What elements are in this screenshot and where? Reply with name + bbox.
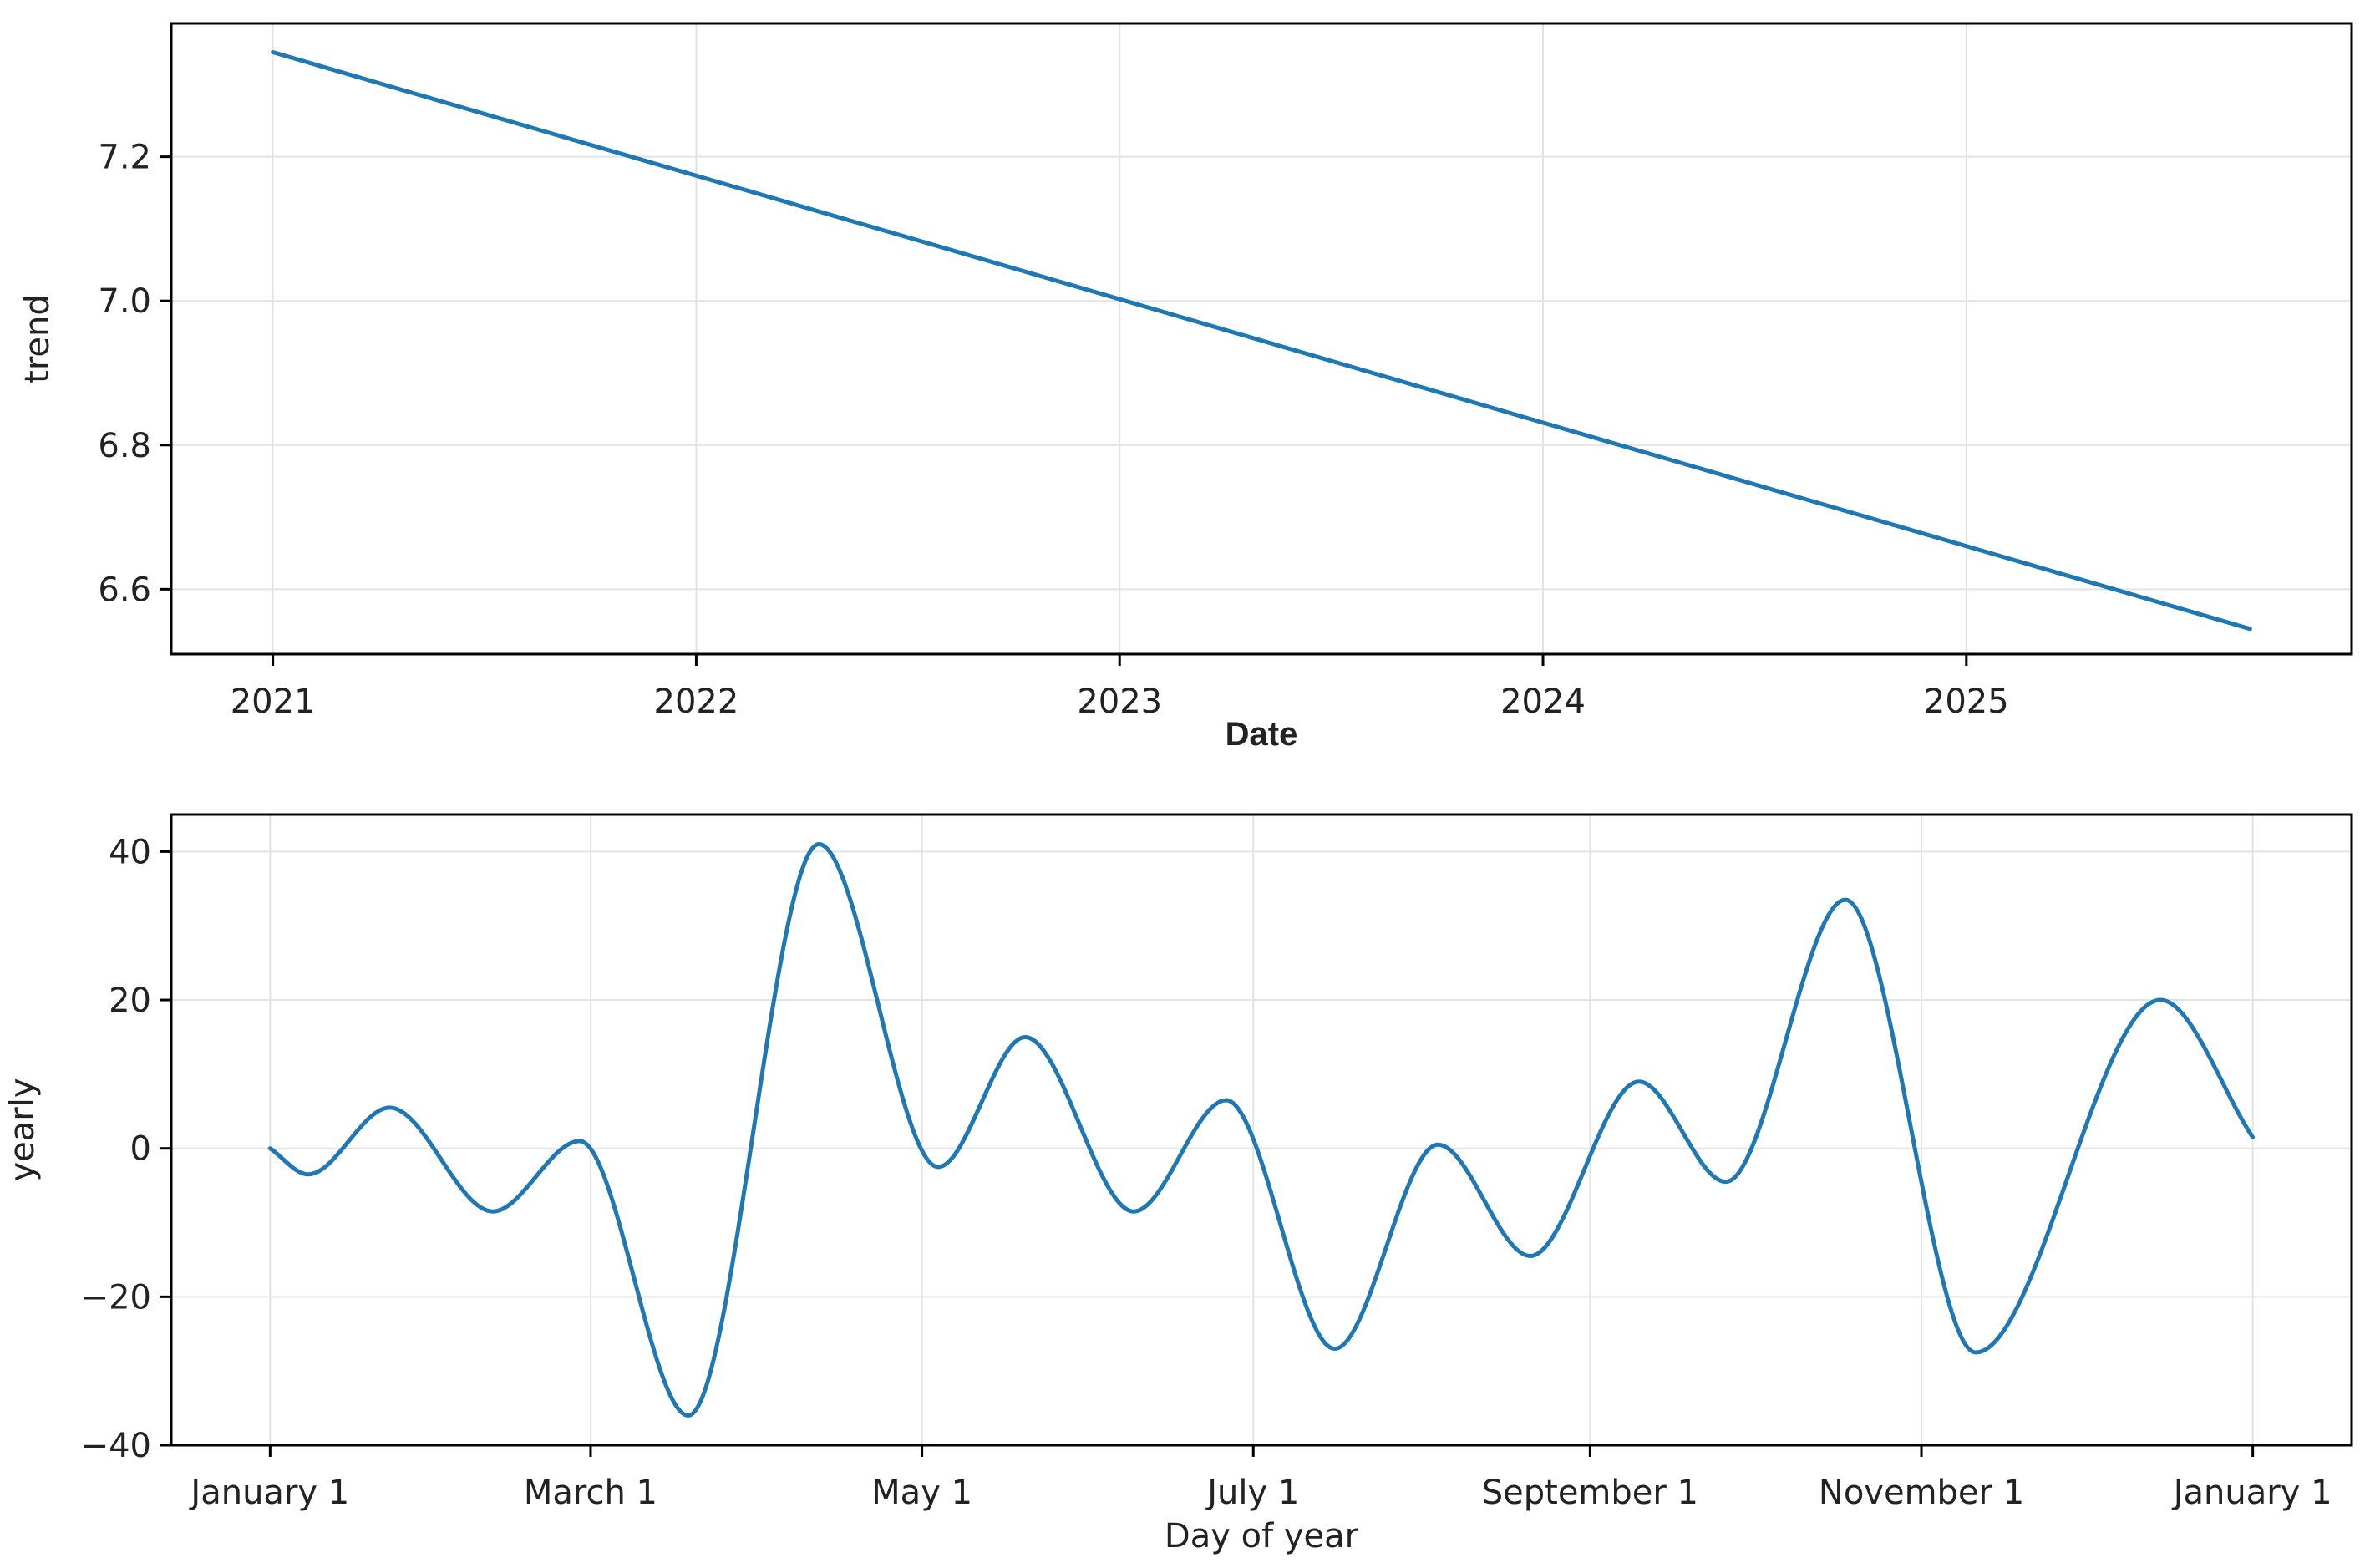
trend-series-group [271, 50, 2252, 632]
yearly-series-line [267, 842, 2256, 1418]
yearly-x-tick-label: January 1 [2171, 1474, 2332, 1512]
yearly-x-tick-label: November 1 [1819, 1474, 2024, 1512]
yearly-y-axis-label: yearly [3, 1078, 42, 1181]
yearly-x-tick-label: March 1 [524, 1474, 657, 1512]
yearly-plot-frame [170, 813, 2353, 1447]
yearly-y-tick-label: −20 [81, 1278, 151, 1317]
yearly-ticks: January 1 March 1 May 1 July 1 September 1 No… [81, 833, 2332, 1512]
trend-y-tick-label: 6.6 [98, 571, 151, 609]
trend-ticks: 2021 2022 2023 2024 2025 6.6 6.8 7.0 7.2 [98, 139, 2008, 721]
trend-x-tick-label: 2021 [231, 683, 316, 721]
trend-x-tick-label: 2025 [1924, 683, 2009, 721]
yearly-series-group [267, 842, 2256, 1418]
yearly-panel: January 1 March 1 May 1 July 1 September 1 No… [3, 813, 2353, 1555]
trend-x-tick-label: 2024 [1500, 683, 1586, 721]
yearly-grid [171, 814, 2352, 1446]
yearly-y-tick-label: 0 [130, 1130, 151, 1169]
trend-grid [171, 23, 2352, 654]
trend-y-axis-label: trend [18, 294, 57, 383]
trend-plot-frame [170, 22, 2353, 656]
yearly-y-tick-label: −40 [81, 1427, 151, 1465]
trend-y-tick-label: 7.0 [98, 282, 151, 321]
yearly-x-tick-label: January 1 [188, 1474, 349, 1512]
yearly-y-tick-label: 40 [109, 833, 151, 871]
yearly-y-tick-label: 20 [109, 982, 151, 1020]
trend-series-line [271, 50, 2252, 632]
yearly-x-tick-label: September 1 [1482, 1474, 1698, 1512]
trend-y-tick-label: 7.2 [98, 139, 151, 177]
yearly-x-axis-label: Day of year [1165, 1517, 1359, 1555]
trend-panel: 2021 2022 2023 2024 2025 6.6 6.8 7.0 7.2 Date tr… [18, 22, 2353, 753]
trend-x-tick-label: 2023 [1077, 683, 1162, 721]
trend-x-tick-label: 2022 [654, 683, 739, 721]
yearly-x-tick-label: May 1 [871, 1474, 972, 1512]
trend-y-tick-label: 6.8 [98, 427, 151, 465]
yearly-x-tick-label: July 1 [1205, 1474, 1299, 1512]
trend-x-axis-label: Date [1226, 716, 1298, 753]
